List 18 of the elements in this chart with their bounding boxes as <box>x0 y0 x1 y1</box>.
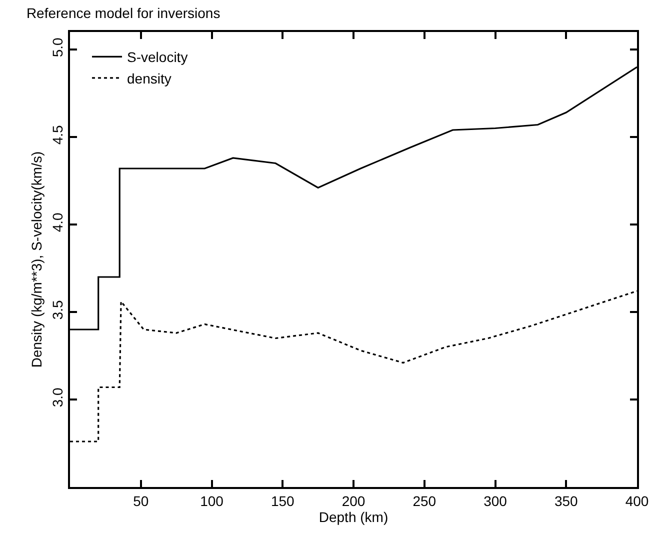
y-tick-label: 4.0 <box>49 212 66 232</box>
y-tick-label: 4.5 <box>49 124 66 145</box>
x-tick-label: 400 <box>625 492 649 509</box>
x-tick-label: 200 <box>342 492 366 509</box>
legend-label: density <box>127 70 172 86</box>
x-tick-label: 300 <box>484 492 508 509</box>
chart-title: Reference model for inversions <box>26 4 220 21</box>
x-tick-label: 150 <box>270 492 295 509</box>
x-tick-label: 50 <box>133 492 149 509</box>
y-tick-label: 3.0 <box>49 387 66 408</box>
x-axis-title: Depth (km) <box>318 508 388 525</box>
y-axis-title: Density (kg/m**3), S-velocity(km/s) <box>28 151 44 368</box>
y-tick-label: 3.5 <box>49 300 66 320</box>
x-tick-label: 350 <box>554 492 578 509</box>
y-tick-label: 5.0 <box>49 37 66 58</box>
x-tick-label: 100 <box>200 492 224 509</box>
legend-label: S-velocity <box>127 49 188 66</box>
x-tick-label: 250 <box>412 492 436 509</box>
